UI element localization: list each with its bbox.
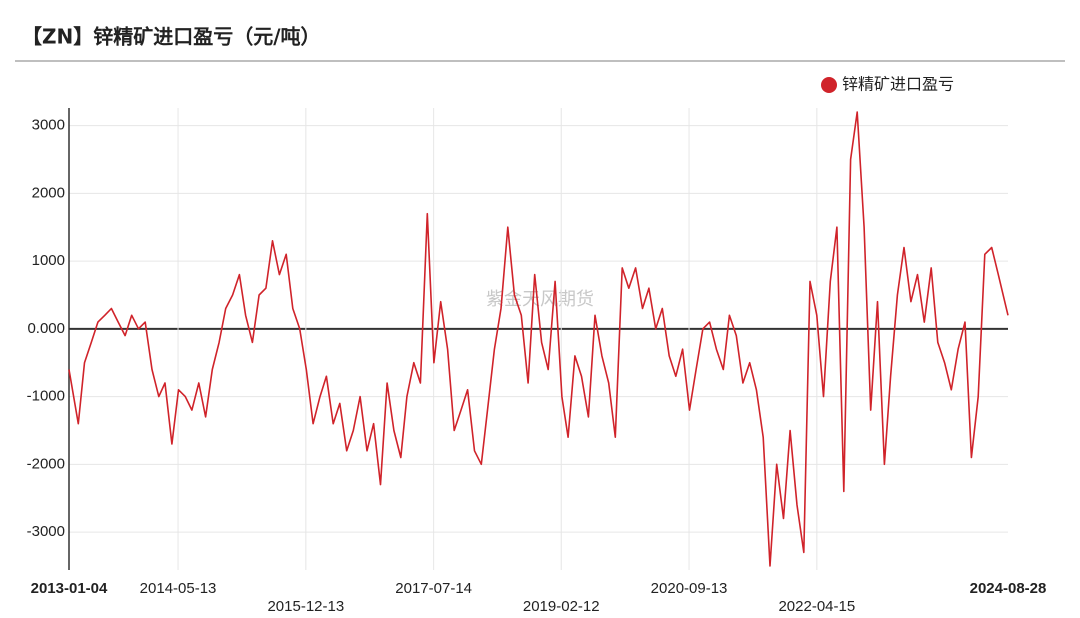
y-tick-label: 1000: [32, 252, 65, 269]
x-tick-label: 2022-04-15: [778, 598, 855, 615]
y-tick-label: 2000: [32, 184, 65, 201]
x-tick-label: 2017-07-14: [395, 580, 472, 597]
x-tick-label: 2020-09-13: [651, 580, 728, 597]
x-tick-label: 2013-01-04: [31, 580, 108, 597]
y-tick-label: 0.000: [27, 320, 65, 337]
x-tick-label: 2024-08-28: [970, 580, 1047, 597]
y-tick-label: -1000: [27, 388, 65, 405]
y-tick-label: 3000: [32, 117, 65, 134]
data-line: [68, 111, 1009, 567]
chart-title: 【ZN】锌精矿进口盈亏（元/吨）: [22, 25, 321, 49]
legend-label: 锌精矿进口盈亏: [842, 75, 954, 94]
y-tick-label: -2000: [27, 455, 65, 472]
x-tick-label: 2014-05-13: [140, 580, 217, 597]
watermark: 紫金天风期货: [486, 289, 594, 310]
legend-marker: [821, 77, 837, 93]
x-tick-label: 2015-12-13: [267, 598, 344, 615]
y-tick-label: -3000: [27, 523, 65, 540]
x-tick-label: 2019-02-12: [523, 598, 600, 615]
